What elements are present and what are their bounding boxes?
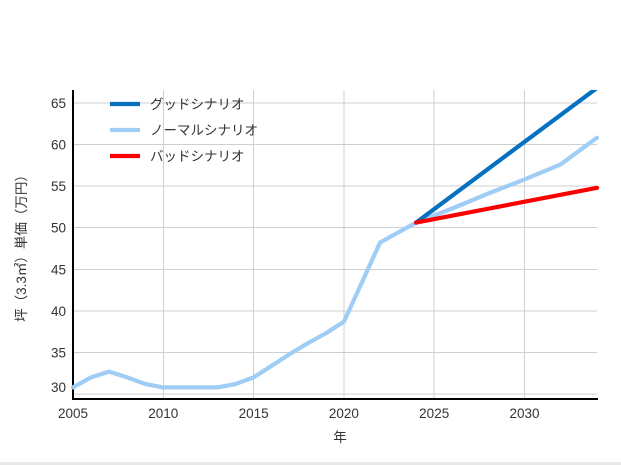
series-line-good (414, 85, 600, 225)
series-line-normal (70, 135, 600, 390)
legend-label-normal: ノーマルシナリオ (150, 123, 258, 138)
y-tick-55: 55 (51, 179, 66, 194)
x-tick-2020: 2020 (329, 406, 359, 421)
x-tick-2010: 2010 (148, 406, 178, 421)
bottom-divider (0, 462, 621, 465)
y-tick-30: 30 (51, 380, 66, 395)
chart-legend: グッドシナリオ ノーマルシナリオ バッドシナリオ (110, 97, 258, 164)
x-tick-2005: 2005 (58, 406, 88, 421)
axis-lines (72, 90, 598, 400)
x-tick-2025: 2025 (419, 406, 449, 421)
legend-label-bad: バッドシナリオ (150, 149, 245, 164)
y-tick-35: 35 (51, 345, 66, 360)
x-tick-2030: 2030 (509, 406, 539, 421)
y-tick-50: 50 (51, 221, 66, 236)
series-line-bad (414, 185, 600, 225)
plot-top-mask (0, 0, 621, 90)
y-tick-65: 65 (51, 96, 66, 111)
y-tick-45: 45 (51, 262, 66, 277)
x-axis-tick-labels: 2005 2010 2015 2020 2025 2030 (58, 406, 540, 421)
x-axis-title: 年 (333, 430, 347, 445)
x-tick-2015: 2015 (239, 406, 269, 421)
y-tick-40: 40 (51, 304, 66, 319)
y-axis-title: 坪（3.3㎡）単価（万円） (14, 168, 29, 322)
legend-label-good: グッドシナリオ (150, 97, 245, 112)
y-axis-tick-labels: 65 60 55 50 45 40 35 30 (51, 96, 66, 395)
y-tick-60: 60 (51, 138, 66, 153)
